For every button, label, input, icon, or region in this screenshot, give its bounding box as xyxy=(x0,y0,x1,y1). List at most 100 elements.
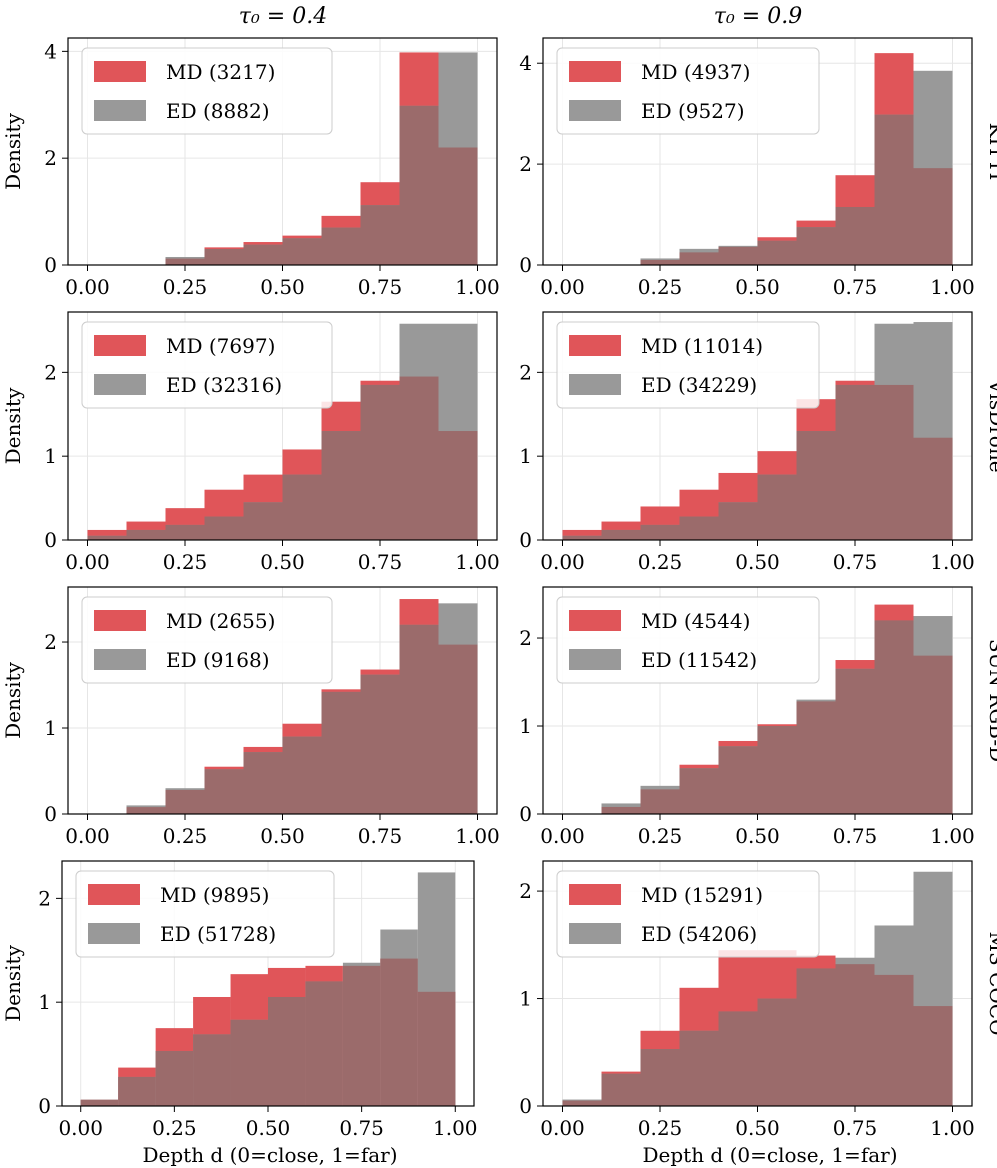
y-tick-label: 2 xyxy=(44,360,57,384)
x-axis-label-left: Depth d (0=close, 1=far) xyxy=(142,1143,397,1167)
bar-overlap xyxy=(305,981,343,1106)
y-axis-label: Density xyxy=(1,944,25,1021)
bar-overlap xyxy=(193,1034,231,1106)
y-tick-label: 0 xyxy=(38,1094,51,1118)
bar-overlap xyxy=(874,620,914,814)
bar-overlap xyxy=(718,1011,758,1106)
bar-overlap xyxy=(321,691,361,814)
x-axis-label-right: Depth d (0=close, 1=far) xyxy=(642,1143,897,1167)
panel-0: 0.00 0.25 0.50 0.75 1.00 0 2 4 Density MD (3217) E… xyxy=(1,37,500,299)
bar-overlap xyxy=(835,206,875,265)
bar-overlap xyxy=(874,384,914,540)
legend-label-ed: ED (9168) xyxy=(166,648,270,672)
bar-overlap xyxy=(679,516,719,540)
legend-label-ed: ED (8882) xyxy=(166,99,270,123)
x-tick-label: 0.25 xyxy=(152,1116,197,1140)
bar-overlap xyxy=(243,502,283,540)
x-tick-label: 0.75 xyxy=(358,824,403,848)
legend-label-md: MD (2655) xyxy=(166,609,275,633)
row-label: SUN RGB-D xyxy=(985,639,997,762)
x-tick-label: 0.25 xyxy=(163,824,208,848)
x-tick-label: 0.00 xyxy=(65,550,110,574)
legend-swatch-md xyxy=(569,610,621,631)
legend-label-ed: ED (54206) xyxy=(641,922,757,946)
bar-overlap xyxy=(913,1006,953,1106)
bar-overlap xyxy=(601,1073,641,1106)
y-tick-label: 1 xyxy=(44,716,57,740)
legend-swatch-md xyxy=(569,61,621,82)
bar-overlap xyxy=(87,535,127,540)
bar-overlap xyxy=(321,431,361,540)
bar-overlap xyxy=(913,168,953,265)
x-tick-label: 1.00 xyxy=(455,275,500,299)
legend-swatch-ed xyxy=(569,374,621,395)
legend-label-md: MD (4937) xyxy=(641,60,750,84)
bar-overlap xyxy=(874,114,914,265)
y-tick-label: 1 xyxy=(519,714,532,738)
column-title-right: τ₀ = 0.9 xyxy=(714,4,802,29)
bar-overlap xyxy=(796,701,836,814)
panels-group: 0.00 0.25 0.50 0.75 1.00 0 2 4 Density MD (3217) E… xyxy=(1,37,997,1140)
bar-overlap xyxy=(380,958,418,1106)
x-tick-label: 0.75 xyxy=(358,550,403,574)
y-tick-label: 2 xyxy=(44,146,57,170)
bar-overlap xyxy=(360,384,400,540)
bar-overlap xyxy=(417,991,456,1106)
bar-overlap xyxy=(796,431,836,540)
x-tick-label: 0.75 xyxy=(833,550,878,574)
y-tick-label: 4 xyxy=(44,39,57,63)
row-label: KITTI xyxy=(985,123,997,181)
bar-overlap xyxy=(757,998,797,1106)
x-tick-label: 0.25 xyxy=(638,550,683,574)
x-tick-label: 0.00 xyxy=(540,1116,585,1140)
bar-overlap xyxy=(601,806,641,814)
y-axis-label: Density xyxy=(1,661,25,738)
x-tick-label: 1.00 xyxy=(455,550,500,574)
x-tick-label: 0.00 xyxy=(540,824,585,848)
bar-overlap xyxy=(282,474,322,540)
bar-overlap xyxy=(360,674,400,814)
x-tick-label: 0.25 xyxy=(163,550,208,574)
x-tick-label: 1.00 xyxy=(930,824,975,848)
row-label: MS COCO xyxy=(985,932,997,1036)
x-tick-label: 0.00 xyxy=(65,824,110,848)
y-tick-label: 0 xyxy=(519,528,532,552)
legend-box xyxy=(556,47,820,135)
bar-md xyxy=(562,529,602,540)
x-tick-label: 0.50 xyxy=(246,1116,291,1140)
legend-label-ed: ED (9527) xyxy=(641,99,745,123)
x-tick-label: 1.00 xyxy=(930,550,975,574)
legend-label-md: MD (4544) xyxy=(641,609,750,633)
bar-overlap xyxy=(438,644,478,814)
x-tick-label: 0.00 xyxy=(540,275,585,299)
x-tick-label: 0.00 xyxy=(65,275,110,299)
panel-3: 0.00 0.25 0.50 0.75 1.00 0 1 2 VisDrone MD (11014… xyxy=(519,311,997,574)
bar-overlap xyxy=(718,246,758,265)
legend-box xyxy=(75,870,335,958)
bar-overlap xyxy=(718,502,758,540)
bar-overlap xyxy=(268,996,306,1106)
bar-overlap xyxy=(243,244,283,265)
legend-swatch-ed xyxy=(88,923,140,944)
y-axis-label: Density xyxy=(1,387,25,464)
legend-label-ed: ED (51728) xyxy=(160,922,276,946)
bar-overlap xyxy=(640,789,680,814)
panel-7: 0.00 0.25 0.50 0.75 1.00 0 1 2 MS COCO MD (15291)… xyxy=(519,860,997,1140)
x-tick-label: 1.00 xyxy=(433,1116,478,1140)
x-tick-label: 1.00 xyxy=(930,275,975,299)
legend-label-ed: ED (34229) xyxy=(641,373,757,397)
y-tick-label: 2 xyxy=(519,879,532,903)
bar-overlap xyxy=(874,974,914,1106)
bar-overlap xyxy=(640,524,680,540)
legend-swatch-md xyxy=(569,884,621,905)
x-tick-label: 0.75 xyxy=(358,275,403,299)
bar-overlap xyxy=(757,240,797,265)
bar-overlap xyxy=(562,1100,602,1106)
y-tick-label: 2 xyxy=(519,626,532,650)
x-tick-label: 0.75 xyxy=(833,1116,878,1140)
bar-overlap xyxy=(204,248,244,265)
x-tick-label: 0.50 xyxy=(735,824,780,848)
bar-overlap xyxy=(118,1076,156,1106)
legend-box xyxy=(556,870,820,958)
bar-overlap xyxy=(796,227,836,265)
